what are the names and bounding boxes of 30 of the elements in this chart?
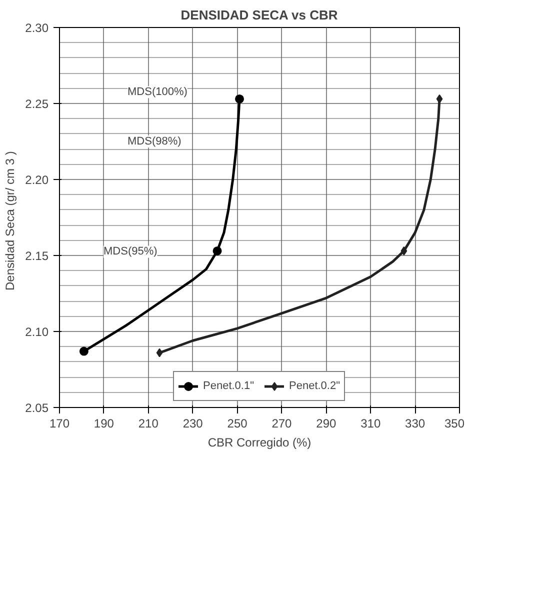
point [400, 246, 408, 256]
y-tick-label: 2.05 [25, 401, 49, 415]
x-tick-label: 290 [316, 416, 337, 430]
x-tick-label: 190 [94, 416, 114, 430]
y-tick-label: 2.30 [25, 21, 49, 35]
x-axis-title: CBR Corregido (%) [208, 436, 312, 450]
point [235, 94, 244, 104]
point [436, 94, 443, 104]
point [79, 346, 88, 356]
x-tick-label: 350 [444, 416, 465, 430]
annotation: MDS(98%) [128, 136, 182, 148]
point [156, 348, 163, 358]
x-tick-label: 330 [405, 416, 426, 430]
x-tick-label: 310 [360, 416, 381, 430]
x-tick-label: 230 [182, 416, 204, 430]
x-tick-label: 250 [227, 416, 248, 430]
y-tick-label: 2.10 [25, 325, 49, 339]
y-axis-title: Densidad Seca (gr/ cm 3 ) [3, 151, 18, 291]
x-tick-label: 170 [49, 416, 70, 430]
y-tick-label: 2.15 [25, 249, 49, 263]
chart-title: DENSIDAD SECA vs CBR [180, 8, 338, 22]
x-tick-label: 270 [272, 416, 292, 430]
y-tick-label: 2.20 [25, 173, 49, 187]
legend-label: Penet.0.2" [289, 380, 340, 392]
annotation: MDS(100%) [128, 86, 188, 98]
y-tick-label: 2.25 [25, 97, 49, 111]
annotation: MDS(95%) [104, 246, 158, 258]
legend-label: Penet.0.1" [203, 380, 254, 392]
x-tick-label: 210 [138, 416, 159, 430]
point [212, 246, 222, 256]
